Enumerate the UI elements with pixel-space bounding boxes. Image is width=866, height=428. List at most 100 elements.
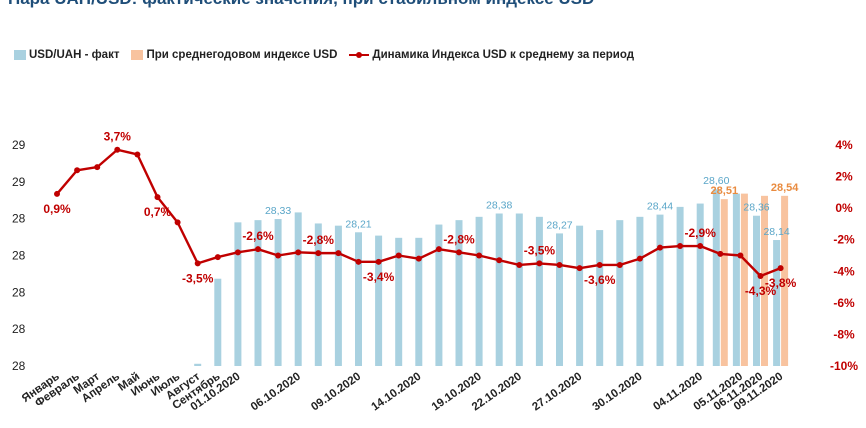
bar-fact bbox=[712, 189, 720, 366]
x-tick-label: 27.10.2020 bbox=[530, 371, 584, 414]
line-point-label: -2,8% bbox=[443, 232, 475, 246]
bar-fact bbox=[274, 219, 282, 366]
line-point bbox=[717, 250, 724, 257]
line-point bbox=[74, 167, 81, 174]
line-point bbox=[596, 261, 603, 268]
bar-fact bbox=[395, 237, 403, 366]
line-point bbox=[395, 252, 402, 259]
y-right-tick-label: -6% bbox=[833, 296, 855, 310]
bar-fact-label: 28,33 bbox=[265, 205, 291, 217]
bar-fact bbox=[596, 230, 604, 366]
line-point bbox=[697, 243, 704, 250]
line-point-label: -4,3% bbox=[745, 284, 777, 298]
line-point bbox=[636, 255, 643, 262]
line-point bbox=[496, 257, 503, 264]
axes-layer: 28282828282929-10%-8%-6%-4%-2%0%2%4%Янва… bbox=[12, 138, 858, 413]
line-point bbox=[234, 249, 241, 256]
line-point bbox=[435, 246, 442, 253]
line-point-label: -2,9% bbox=[685, 226, 717, 240]
legend-label-fact: USD/UAH - факт bbox=[29, 49, 120, 61]
chart-title: Пара UAH/USD: фактические значения, при … bbox=[8, 0, 594, 9]
y-right-tick-label: -8% bbox=[833, 327, 855, 341]
bar-fact bbox=[656, 214, 664, 366]
bar-fact bbox=[314, 223, 322, 366]
bar-fact-label: 28,44 bbox=[647, 201, 673, 213]
y-left-tick-label: 29 bbox=[12, 175, 26, 189]
legend-label-line: Динамика Индекса USD к среднему за перио… bbox=[372, 49, 635, 61]
line-point bbox=[576, 265, 583, 272]
line-point bbox=[94, 164, 101, 171]
bar-fact bbox=[475, 216, 483, 366]
y-right-tick-label: -2% bbox=[833, 233, 855, 247]
line-point-label: -3,6% bbox=[584, 273, 616, 287]
y-right-tick-label: -10% bbox=[830, 359, 858, 373]
line-point-label: 3,7% bbox=[104, 130, 132, 144]
line-point-label: -3,4% bbox=[363, 270, 395, 284]
line-point-label: -3,8% bbox=[765, 276, 797, 290]
bar-fact-label: 28,38 bbox=[486, 200, 512, 212]
y-right-tick-label: 4% bbox=[835, 138, 853, 152]
y-right-tick-label: 2% bbox=[835, 170, 853, 184]
line-point bbox=[355, 258, 362, 265]
line-point bbox=[677, 243, 684, 250]
y-left-tick-label: 29 bbox=[12, 138, 26, 152]
line-point bbox=[335, 250, 342, 257]
bar-fact bbox=[294, 212, 302, 366]
bar-fact bbox=[375, 235, 383, 366]
line-point bbox=[255, 246, 261, 253]
bar-fact bbox=[696, 203, 704, 366]
line-point bbox=[777, 265, 784, 272]
legend-label-stable: При среднегодовом индексе USD bbox=[146, 49, 338, 61]
line-point bbox=[295, 249, 302, 256]
line-point bbox=[415, 255, 422, 262]
legend-swatch-fact bbox=[14, 50, 26, 60]
bar-stable bbox=[740, 193, 748, 366]
line-point bbox=[194, 260, 201, 267]
bar-fact bbox=[334, 225, 342, 366]
bar-stable-label: 28,54 bbox=[771, 182, 799, 194]
line-point bbox=[657, 244, 663, 251]
line-point bbox=[476, 252, 483, 259]
line-point bbox=[375, 258, 382, 265]
line-point bbox=[737, 252, 744, 259]
line-point bbox=[275, 252, 282, 259]
y-left-tick-label: 28 bbox=[12, 322, 26, 336]
bar-fact bbox=[194, 363, 202, 366]
legend-item-stable: При среднегодовом индексе USD bbox=[131, 49, 337, 61]
line-point-label: -2,6% bbox=[242, 229, 274, 243]
x-tick-label: 30.10.2020 bbox=[591, 371, 645, 414]
line-point bbox=[174, 219, 181, 226]
bar-fact bbox=[732, 193, 740, 366]
line-point bbox=[154, 194, 161, 201]
y-left-tick-label: 28 bbox=[12, 249, 26, 263]
y-left-tick-label: 28 bbox=[12, 212, 26, 226]
bar-fact-label: 28,27 bbox=[546, 219, 572, 231]
line-point bbox=[315, 250, 322, 257]
bar-fact-label: 28,14 bbox=[763, 226, 789, 238]
y-right-tick-label: -4% bbox=[833, 264, 855, 278]
bar-fact bbox=[254, 220, 262, 366]
bar-fact bbox=[515, 213, 523, 366]
bar-fact bbox=[355, 232, 362, 366]
x-tick-label: 14.10.2020 bbox=[369, 371, 423, 414]
line-point bbox=[114, 146, 121, 153]
bar-fact bbox=[455, 220, 463, 366]
x-tick-label: 06.10.2020 bbox=[249, 371, 303, 414]
chart-legend: USD/UAH - факт При среднегодовом индексе… bbox=[14, 49, 646, 61]
line-point bbox=[616, 261, 623, 268]
index-line-layer bbox=[54, 146, 784, 280]
bar-stable bbox=[720, 199, 728, 366]
bar-fact bbox=[576, 225, 584, 366]
line-point bbox=[54, 190, 60, 197]
legend-item-line: Динамика Индекса USD к среднему за перио… bbox=[349, 49, 634, 61]
line-point-label: 0,9% bbox=[43, 202, 71, 216]
line-point bbox=[536, 260, 543, 267]
line-point bbox=[757, 273, 764, 280]
legend-swatch-stable bbox=[131, 50, 144, 60]
bar-stable-label: 28,51 bbox=[711, 185, 739, 197]
bar-stable bbox=[781, 195, 789, 366]
line-point bbox=[516, 261, 523, 268]
bar-fact bbox=[495, 213, 503, 366]
y-left-tick-label: 28 bbox=[12, 285, 26, 299]
bar-fact bbox=[214, 278, 222, 366]
